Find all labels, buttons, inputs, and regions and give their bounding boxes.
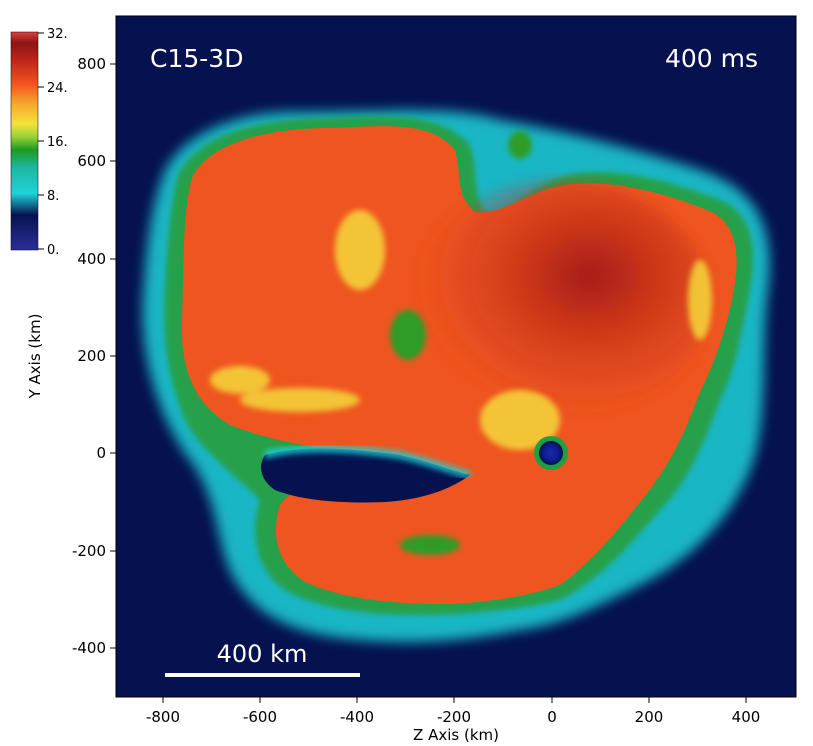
x-tick-label: -400	[340, 708, 374, 726]
x-tick-label: 200	[635, 708, 664, 726]
y-tick-label: 200	[77, 347, 106, 365]
y-tick-label: -400	[72, 639, 106, 657]
scale-bar-label: 400 km	[217, 640, 308, 668]
x-tick-label: -600	[243, 708, 277, 726]
colorbar-label: 16.	[47, 135, 68, 150]
x-tick-label: 400	[732, 708, 761, 726]
model-label: C15-3D	[150, 44, 243, 73]
x-axis-title: Z Axis (km)	[413, 726, 499, 744]
colorbar-label: 0.	[47, 243, 59, 258]
yellow-filaments	[210, 210, 712, 450]
x-tick-label: -800	[146, 708, 180, 726]
y-tick-label: 600	[77, 152, 106, 170]
y-axis-title: Y Axis (km)	[26, 314, 44, 400]
y-tick-label: 0	[96, 444, 106, 462]
hot-core-region	[410, 180, 710, 420]
y-tick-label: 800	[77, 55, 106, 73]
y-tick-labels: 800 600 400 200 0 -200 -400	[72, 55, 106, 657]
colorbar-label: 24.	[47, 81, 68, 96]
colorbar	[10, 31, 39, 251]
x-tick-labels: -800 -600 -400 -200 0 200 400	[146, 708, 760, 726]
y-tick-label: -200	[72, 542, 106, 560]
x-tick-label: -200	[437, 708, 471, 726]
colorbar-label: 32.	[47, 27, 68, 42]
colorbar-labels: 32. 24. 16. 8. 0.	[47, 27, 68, 258]
colorbar-ticks	[38, 32, 44, 250]
y-tick-marks	[110, 63, 116, 649]
green-inclusions	[390, 131, 532, 555]
scale-bar	[165, 673, 360, 677]
simulation-image	[142, 110, 770, 642]
y-tick-label: 400	[77, 250, 106, 268]
lower-cavity-edge	[263, 444, 471, 479]
proto-neutron-star	[539, 441, 563, 465]
colorbar-label: 8.	[47, 189, 59, 204]
x-tick-label: 0	[547, 708, 557, 726]
x-tick-marks	[162, 697, 747, 703]
time-label: 400 ms	[665, 44, 758, 73]
